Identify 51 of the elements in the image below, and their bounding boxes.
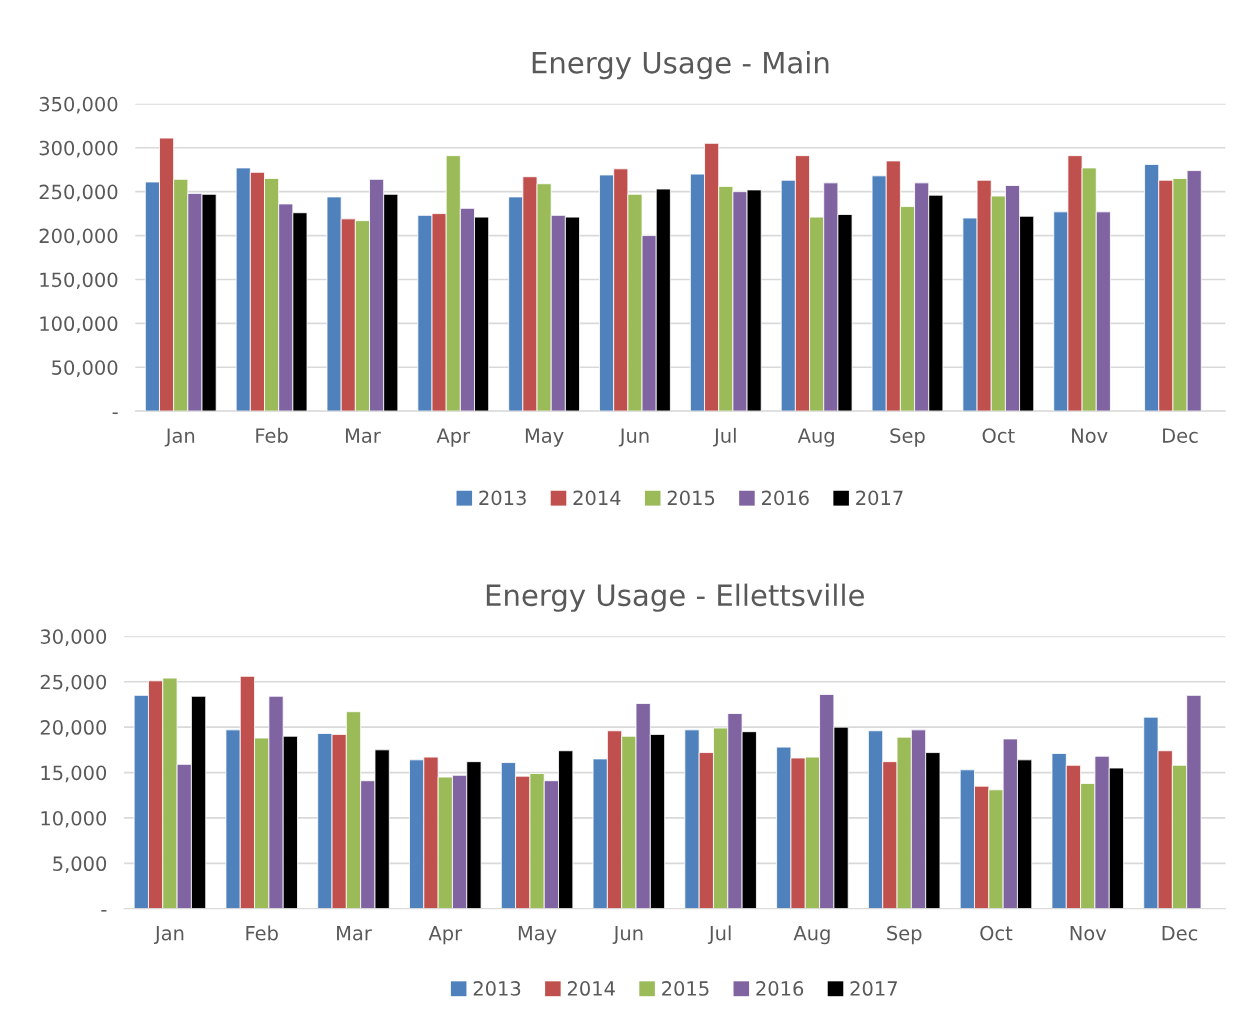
x-tick-label: Feb (256, 427, 288, 443)
x-tick-label: Nov (1072, 428, 1108, 443)
y-tick-label: 15,000 (41, 765, 107, 783)
y-tick-label: 20,000 (40, 720, 107, 737)
y-tick-label: 50,000 (52, 360, 118, 377)
x-tick-label: Sep (890, 428, 925, 447)
x-tick-label: Apr (436, 428, 471, 447)
y-tick-label: 25,000 (40, 674, 107, 692)
x-tick-label: Dec (1162, 926, 1198, 941)
x-tick-label: Jan (153, 926, 184, 945)
x-tick-label: Jun (618, 428, 649, 447)
x-tick-label: May (525, 428, 564, 447)
y-tick-label: - (101, 910, 107, 912)
chart-title: Energy Usage - Ellettsville (486, 583, 864, 612)
x-tick-label: May (518, 926, 557, 945)
y-tick-label: 100,000 (40, 316, 118, 334)
x-tick-label: Feb (246, 925, 278, 941)
x-tick-label: Sep (887, 925, 922, 945)
legend-label: 2013 (479, 490, 526, 506)
y-tick-label: 5,000 (53, 856, 107, 873)
x-tick-label: Jul (707, 925, 731, 945)
legend-label: 2017 (850, 981, 897, 996)
x-tick-label: Mar (337, 926, 372, 941)
legend-label: 2015 (662, 981, 709, 996)
chart-title: Energy Usage - Main (532, 51, 829, 80)
y-tick-label: - (112, 412, 118, 415)
legend-label: 2016 (756, 981, 804, 996)
y-tick-label: 10,000 (41, 810, 107, 828)
y-tick-label: 250,000 (39, 184, 118, 202)
x-tick-label: Jan (164, 428, 195, 447)
legend-label: 2016 (761, 490, 809, 506)
y-tick-label: 30,000 (40, 629, 107, 646)
x-tick-label: Aug (797, 428, 834, 447)
y-tick-label: 350,000 (39, 96, 118, 114)
x-tick-label: Oct (982, 428, 1015, 443)
y-tick-label: 300,000 (39, 140, 118, 158)
legend-label: 2015 (667, 490, 715, 506)
legend-label: 2013 (473, 981, 521, 996)
legend-label: 2014 (573, 490, 621, 506)
x-tick-label: Dec (1163, 428, 1198, 443)
legend-label: 2014 (567, 981, 615, 996)
x-tick-label: Aug (793, 926, 830, 945)
legend-label: 2017 (856, 490, 903, 506)
x-tick-label: Apr (428, 926, 463, 945)
y-tick-label: 150,000 (40, 272, 118, 290)
x-tick-label: Jul (713, 427, 736, 447)
y-tick-label: 200,000 (39, 228, 118, 246)
x-tick-label: Nov (1070, 926, 1107, 941)
x-tick-label: Mar (346, 428, 381, 443)
x-tick-label: Oct (980, 925, 1013, 941)
x-tick-label: Jun (612, 926, 643, 945)
